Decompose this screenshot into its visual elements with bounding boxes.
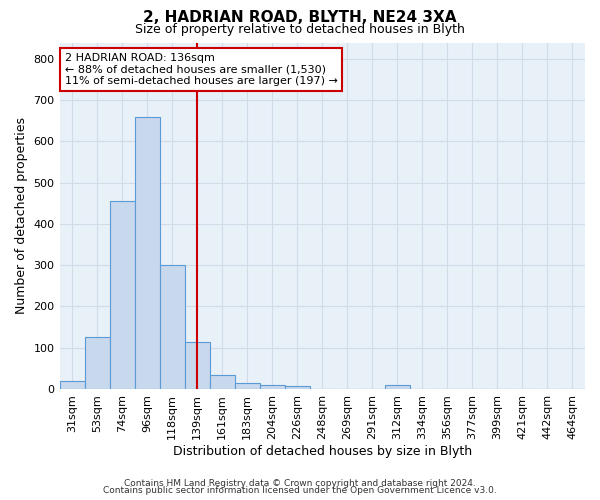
Bar bbox=[85, 338, 110, 389]
Bar bbox=[160, 265, 185, 389]
Bar bbox=[235, 383, 260, 389]
Bar bbox=[209, 374, 235, 389]
Text: Contains public sector information licensed under the Open Government Licence v3: Contains public sector information licen… bbox=[103, 486, 497, 495]
Bar bbox=[285, 386, 310, 389]
Text: Size of property relative to detached houses in Blyth: Size of property relative to detached ho… bbox=[135, 22, 465, 36]
Bar bbox=[185, 342, 209, 389]
Text: Contains HM Land Registry data © Crown copyright and database right 2024.: Contains HM Land Registry data © Crown c… bbox=[124, 478, 476, 488]
Bar bbox=[385, 385, 410, 389]
Bar bbox=[260, 385, 285, 389]
X-axis label: Distribution of detached houses by size in Blyth: Distribution of detached houses by size … bbox=[173, 444, 472, 458]
Bar bbox=[59, 380, 85, 389]
Bar bbox=[110, 202, 134, 389]
Text: 2 HADRIAN ROAD: 136sqm
← 88% of detached houses are smaller (1,530)
11% of semi-: 2 HADRIAN ROAD: 136sqm ← 88% of detached… bbox=[65, 53, 338, 86]
Text: 2, HADRIAN ROAD, BLYTH, NE24 3XA: 2, HADRIAN ROAD, BLYTH, NE24 3XA bbox=[143, 10, 457, 25]
Bar bbox=[134, 116, 160, 389]
Y-axis label: Number of detached properties: Number of detached properties bbox=[15, 117, 28, 314]
